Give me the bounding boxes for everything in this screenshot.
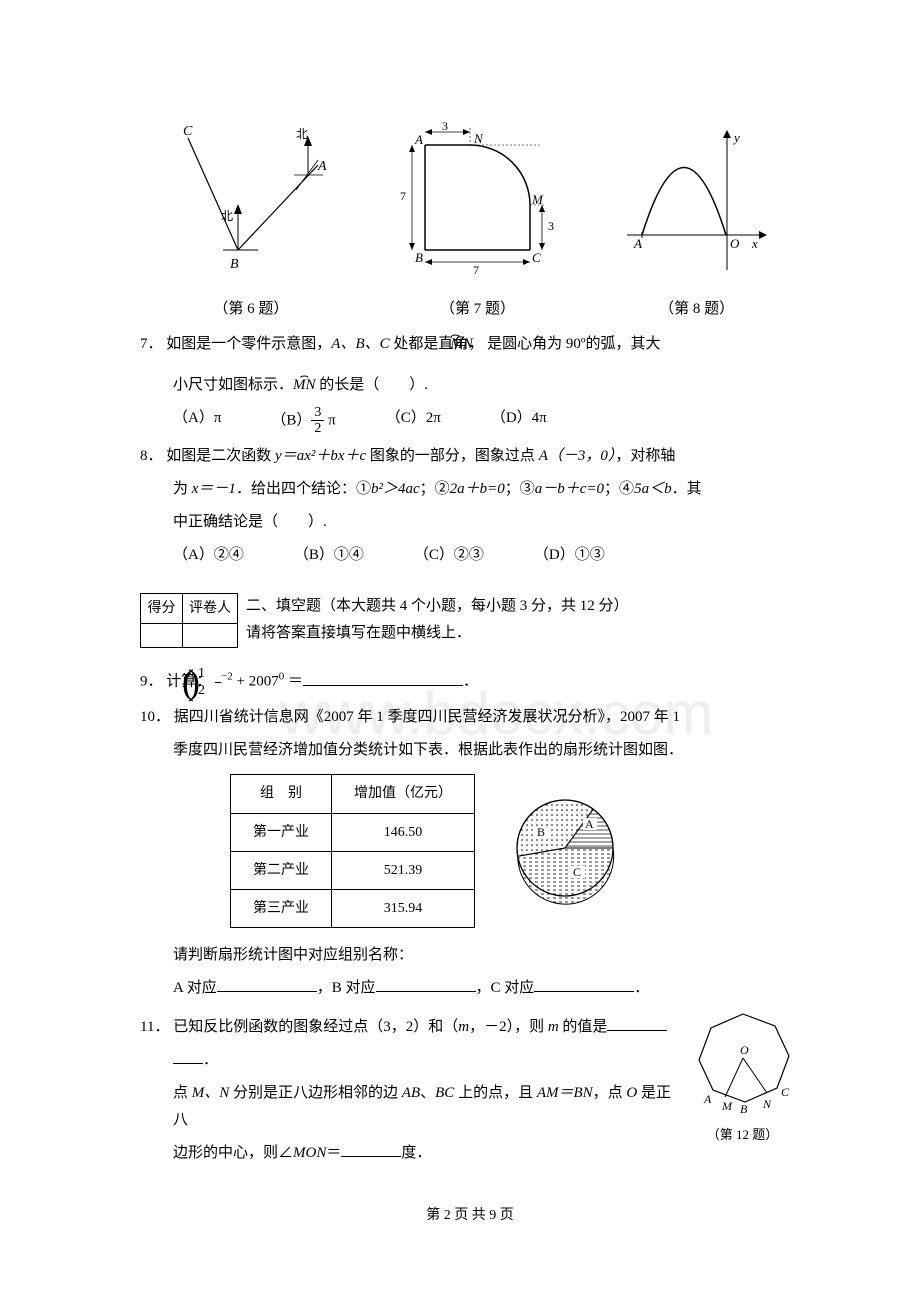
q10-number: 10． [140, 709, 170, 725]
figure-8: x y A O （第 8 题） [622, 120, 772, 323]
q8-number: 8． [140, 448, 163, 464]
q11-number: 11． [140, 1019, 169, 1035]
question-11: 11． 已知反比例函数的图象经过点（3，2）和（m，－2），则 m 的值是 [140, 1014, 675, 1041]
svg-text:B: B [740, 1102, 748, 1113]
question-12-line2: 边形的中心，则∠MON＝度． [140, 1140, 675, 1167]
figure-6: C A B 北 北 （第 6 题） [168, 120, 333, 323]
svg-text:O: O [730, 236, 740, 251]
q8-option-d: （D）①③ [534, 542, 605, 569]
q11-blank-cont [173, 1049, 203, 1064]
question-10-line2: 季度四川民营经济增加值分类统计如下表．根据此表作出的扇形统计图如图． [140, 737, 800, 764]
svg-text:A: A [585, 817, 594, 831]
q7-option-a: （A）π [173, 405, 221, 437]
q10-blank-c [534, 977, 634, 992]
score-table: 得分评卷人 [140, 593, 238, 648]
q10-blank-a [217, 977, 317, 992]
table-header-group: 组 别 [231, 775, 332, 813]
question-11-line2: ． [140, 1047, 675, 1074]
question-10: 10． 据四川省统计信息网《2007 年 1 季度四川民营经济发展状况分析》，2… [140, 704, 800, 731]
q7-option-d: （D）4π [491, 405, 547, 437]
reviewer-cell-empty [183, 623, 238, 647]
question-8-line2: 为 x＝－1．给出四个结论：①b²＞4ac；②2a＋b=0；③a－b＋c=0；④… [140, 476, 800, 503]
svg-text:北: 北 [221, 209, 233, 223]
q9-number: 9． [140, 674, 163, 690]
question-7-line2: 小尺寸如图标示．MN 的长是（ ）. [140, 372, 800, 399]
score-header-reviewer: 评卷人 [183, 593, 238, 623]
figure-7-svg: 3 7 3 7 A N M B C [390, 120, 565, 280]
figure-8-svg: x y A O [622, 120, 772, 280]
question-11-12-block: 11． 已知反比例函数的图象经过点（3，2）和（m，－2），则 m 的值是 ． … [140, 1008, 800, 1173]
q10-blank-b [376, 977, 476, 992]
section-2-title-block: 二、填空题（本大题共 4 个小题，每小题 3 分，共 12 分） 请将答案直接填… [246, 593, 800, 647]
svg-text:3: 3 [442, 120, 448, 133]
svg-text:O: O [740, 1043, 749, 1057]
q8-option-a: （A）②④ [173, 542, 244, 569]
table-row3-value: 315.94 [332, 889, 475, 927]
table-row2-label: 第二产业 [231, 851, 332, 889]
pie-svg: A B C [505, 788, 625, 908]
svg-text:B: B [230, 257, 239, 272]
svg-text:7: 7 [400, 189, 406, 203]
q7-option-c: （C）2π [386, 405, 441, 437]
question-8-options: （A）②④ （B）①④ （C）②③ （D）①③ [140, 542, 800, 569]
question-8-line3: 中正确结论是（ ）. [140, 509, 800, 536]
q11-blank-m [607, 1016, 667, 1031]
svg-text:7: 7 [473, 263, 479, 277]
question-9: 9． 计算： (12)−2 + 20070 ＝． [140, 666, 800, 698]
section-2-header: 得分评卷人 二、填空题（本大题共 4 个小题，每小题 3 分，共 12 分） 请… [140, 593, 800, 648]
question-10-judge: 请判断扇形统计图中对应组别名称： [140, 942, 800, 969]
figure-8-caption: （第 8 题） [622, 296, 772, 323]
svg-text:C: C [573, 865, 581, 879]
q9-blank [303, 671, 463, 686]
figure-12-svg: O A M B N C [685, 1008, 800, 1113]
q7-option-b: （B）32 π [271, 405, 335, 437]
question-10-blanks: A 对应，B 对应，C 对应． [140, 975, 800, 1002]
svg-text:A: A [703, 1092, 712, 1106]
question-7: 7． 如图是一个零件示意图，A、B、C 处都是直角，MN 是圆心角为 90º的弧… [140, 331, 800, 358]
economy-table: 组 别增加值（亿元） 第一产业146.50 第二产业521.39 第三产业315… [230, 774, 475, 928]
svg-text:y: y [732, 130, 740, 145]
svg-text:A: A [317, 159, 327, 174]
table-row1-label: 第一产业 [231, 813, 332, 851]
q8-option-b: （B）①④ [294, 542, 364, 569]
svg-text:B: B [537, 825, 545, 839]
table-row2-value: 521.39 [332, 851, 475, 889]
question-8: 8． 如图是二次函数 y＝ax²＋bx＋c 图象的一部分，图象过点 A（－3，0… [140, 443, 800, 470]
q8-option-c: （C）②③ [414, 542, 484, 569]
score-cell-empty [141, 623, 183, 647]
figure-12: O A M B N C （第 12 题） [685, 1008, 800, 1146]
figures-6-7-8: C A B 北 北 （第 6 题） 3 7 [140, 120, 800, 323]
table-header-value: 增加值（亿元） [332, 775, 475, 813]
svg-text:M: M [531, 192, 544, 207]
q7-number: 7． [140, 336, 163, 352]
table-row1-value: 146.50 [332, 813, 475, 851]
question-12-line1: 点 M、N 分别是正八边形相邻的边 AB、BC 上的点，且 AM＝BN，点 O … [140, 1080, 675, 1134]
figure-7: 3 7 3 7 A N M B C （第 7 题） [390, 120, 565, 323]
figure-6-svg: C A B 北 北 [168, 120, 333, 280]
figure-12-caption: （第 12 题） [685, 1123, 800, 1146]
svg-text:C: C [532, 250, 541, 265]
svg-text:N: N [762, 1097, 772, 1111]
pie-chart: A B C [505, 788, 625, 918]
q12-blank [341, 1142, 401, 1157]
section-2-subtitle: 请将答案直接填写在题中横线上． [246, 620, 800, 647]
page-footer: 第 2 页 共 9 页 [140, 1203, 800, 1228]
svg-text:北: 北 [296, 127, 308, 141]
score-header-score: 得分 [141, 593, 183, 623]
table-row3-label: 第三产业 [231, 889, 332, 927]
section-2-title: 二、填空题（本大题共 4 个小题，每小题 3 分，共 12 分） [246, 593, 800, 620]
svg-text:A: A [633, 236, 642, 251]
svg-text:A: A [414, 132, 423, 147]
svg-text:N: N [473, 131, 484, 146]
svg-text:3: 3 [548, 219, 554, 233]
figure-7-caption: （第 7 题） [390, 296, 565, 323]
svg-text:B: B [415, 250, 423, 265]
svg-text:C: C [183, 124, 193, 139]
svg-text:M: M [721, 1099, 733, 1113]
svg-text:x: x [751, 236, 758, 251]
figure-6-caption: （第 6 题） [168, 296, 333, 323]
svg-text:C: C [781, 1085, 790, 1099]
question-7-options: （A）π （B）32 π （C）2π （D）4π [140, 405, 800, 437]
question-10-table-pie: 组 别增加值（亿元） 第一产业146.50 第二产业521.39 第三产业315… [140, 770, 800, 936]
